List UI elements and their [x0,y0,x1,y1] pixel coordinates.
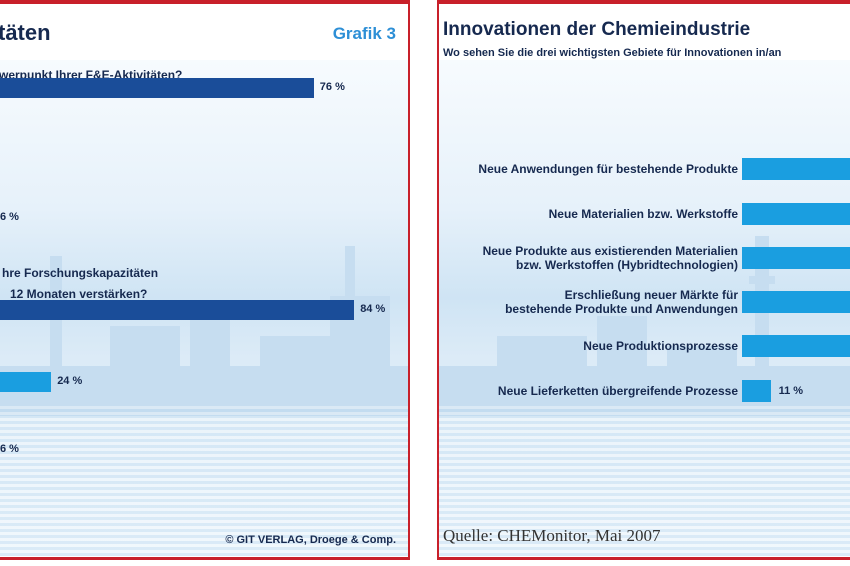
category-bar [742,247,850,269]
right-chart-panel: Innovationen der Chemieindustrie Wo sehe… [437,0,850,566]
category-label: Neue Materialien bzw. Werkstoffe [549,207,738,221]
bar-value-label: 11 % [778,385,804,397]
category-label-line: Neue Produkte aus existierenden Material… [482,244,738,258]
left-bar [0,78,314,98]
category-bar [742,335,850,357]
left-bar-value-label: 24 % [57,375,83,387]
category-bar [742,203,850,225]
category-label-line: bzw. Werkstoffen (Hybridtechnologien) [515,258,738,272]
bottom-border [437,557,850,560]
category-label-line: Neue Produktionsprozesse [583,339,738,353]
category-label: Neue Produktionsprozesse [583,339,738,353]
category-label: Neue Produkte aus existierenden Material… [483,244,738,272]
question-2-line-2: 12 Monaten verstärken? [10,287,148,301]
top-border [0,0,410,4]
left-bar-value-label: 76 % [319,81,345,93]
left-chart-panel: täten Grafik 3 werpunkt Ihrer F&E-Aktivi… [0,0,410,566]
copyright-credit: © GIT VERLAG, Droege & Comp. [225,534,396,546]
category-label-line: Neue Materialien bzw. Werkstoffe [548,207,738,221]
category-bar [742,158,850,180]
source-note: Quelle: CHEMonitor, Mai 2007 [443,526,661,545]
bottom-border [0,557,410,560]
left-bar [0,372,52,392]
question-2-line-1: hre Forschungskapazitäten [2,266,159,280]
left-border [437,0,439,560]
water-reflection [437,406,850,556]
category-label: Neue Anwendungen für bestehende Produkte [478,162,738,176]
top-border [437,0,850,4]
left-bar [0,300,355,320]
category-label-line: Neue Anwendungen für bestehende Produkte [478,162,738,176]
chart-subtitle: Wo sehen Sie die drei wichtigsten Gebiet… [443,47,782,59]
category-bar [742,380,771,402]
category-label: Neue Lieferketten übergreifende Prozesse [498,384,738,398]
water-reflection [0,406,410,556]
grafik-label: Grafik 3 [332,24,396,43]
left-bar-value-label: 84 % [360,303,386,315]
category-label-line: Neue Lieferketten übergreifende Prozesse [497,384,738,398]
category-label-line: Erschließung neuer Märkte für [564,288,738,302]
category-label-line: bestehende Produkte und Anwendungen [505,302,738,316]
right-border [408,0,410,560]
category-label: Erschließung neuer Märkte für bestehende … [505,288,738,316]
left-bar-value-label: 6 % [0,211,19,223]
category-bar [742,291,850,313]
factory-skyline-image [437,236,850,416]
left-title: täten [0,20,51,45]
chart-title: Innovationen der Chemieindustrie [443,19,751,40]
left-bar-value-label: 6 % [0,443,19,455]
factory-skyline-image [0,246,410,416]
